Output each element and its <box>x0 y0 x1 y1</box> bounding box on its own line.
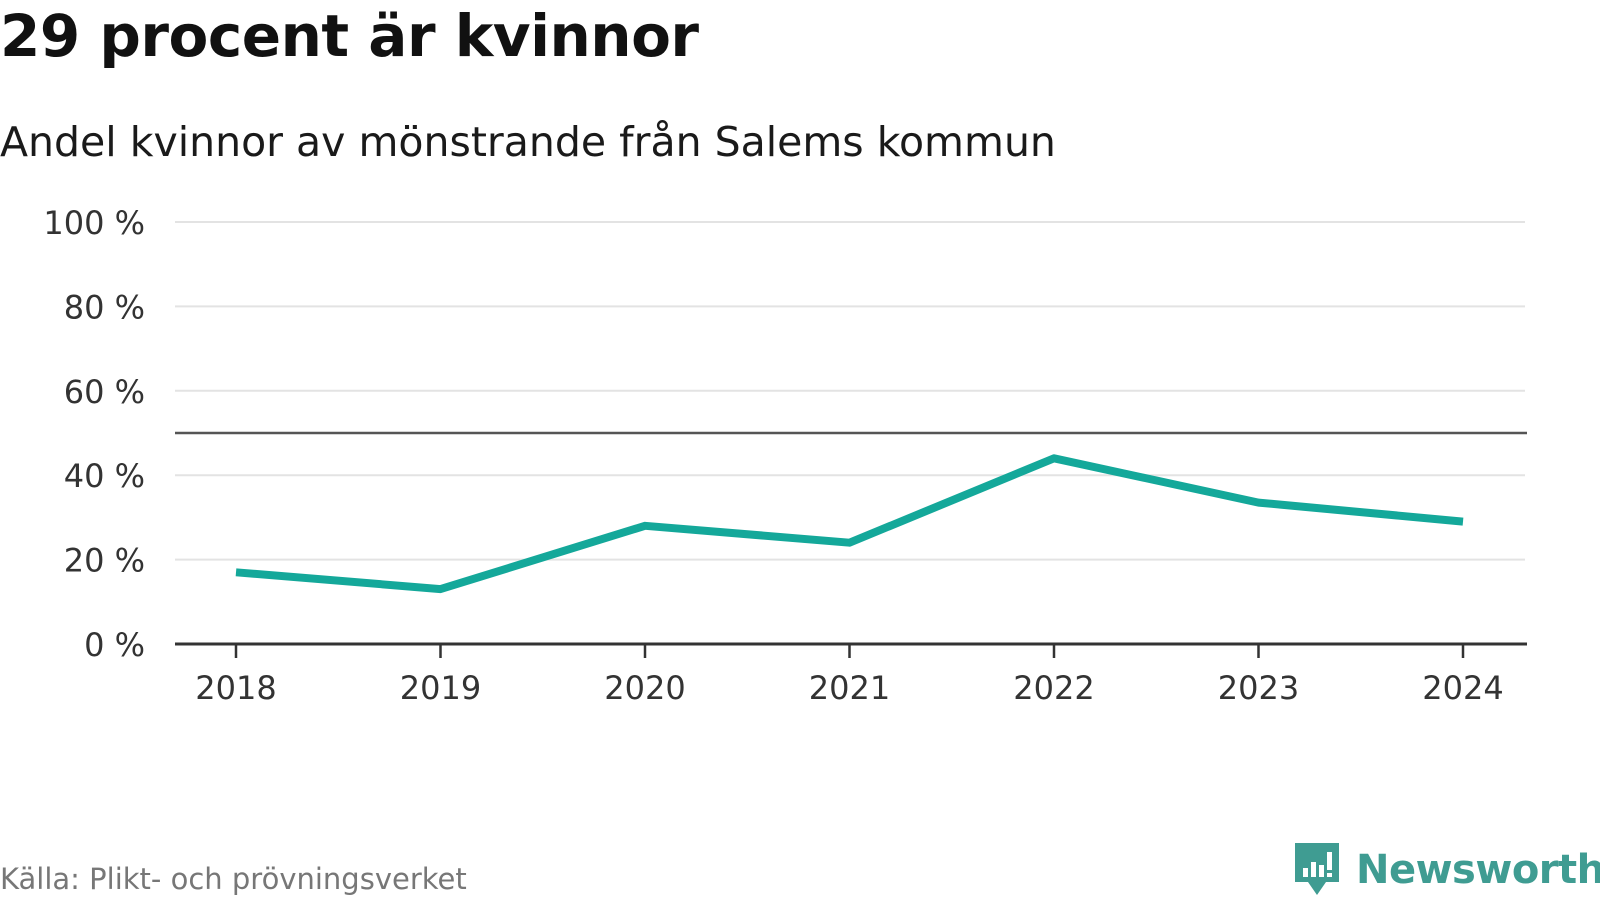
y-tick-label-40: 40 % <box>64 457 145 495</box>
x-tick-label-2019: 2019 <box>400 669 481 707</box>
brand-logo: Newsworthy <box>1292 840 1600 900</box>
series-group <box>235 454 1464 594</box>
newsworthy-logo-icon <box>1295 843 1339 895</box>
source-note: Källa: Plikt- och prövningsverket <box>0 862 467 896</box>
x-tick-label-2024: 2024 <box>1422 669 1503 707</box>
x-tick-label-2018: 2018 <box>195 669 276 707</box>
x-tick-label-2023: 2023 <box>1218 669 1299 707</box>
brand-name: Newsworthy <box>1356 847 1600 893</box>
y-axis-ticks: 0 % 20 % 40 % 60 % 80 % 100 % <box>43 204 145 664</box>
y-tick-label-60: 60 % <box>64 373 145 411</box>
grid-lines <box>175 221 1525 561</box>
x-tick-label-2020: 2020 <box>604 669 685 707</box>
chart-subtitle: Andel kvinnor av mönstrande från Salems … <box>0 118 1056 166</box>
series-line-0 <box>235 454 1464 594</box>
chart-title: 29 procent är kvinnor <box>0 2 699 70</box>
y-tick-label-100: 100 % <box>43 204 145 242</box>
y-tick-label-80: 80 % <box>64 288 145 326</box>
x-tick-label-2021: 2021 <box>809 669 890 707</box>
y-tick-label-20: 20 % <box>64 542 145 580</box>
x-tick-label-2022: 2022 <box>1013 669 1094 707</box>
x-axis-ticks: 2018 2019 2020 2021 2022 2023 2024 <box>195 644 1504 707</box>
y-tick-label-0: 0 % <box>84 626 145 664</box>
